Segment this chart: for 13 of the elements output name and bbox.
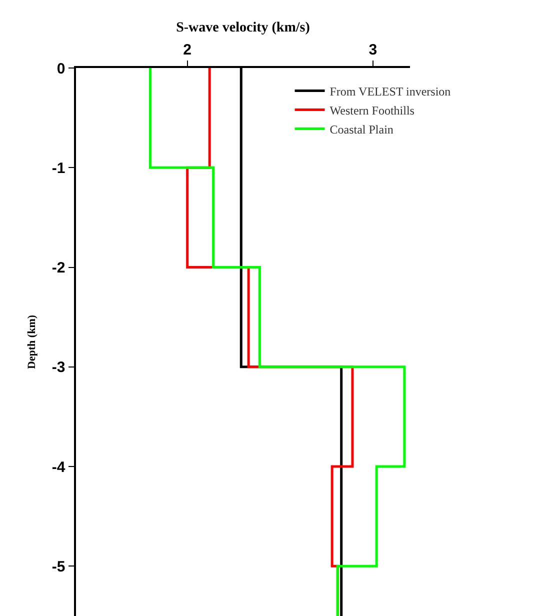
x-axis-title: S-wave velocity (km/s) <box>176 20 310 36</box>
y-axis-title: Depth (km) <box>26 314 38 370</box>
y-tick-label: -2 <box>52 260 66 277</box>
legend-label: Western Foothills <box>330 103 415 118</box>
y-tick-label: -4 <box>52 458 66 476</box>
y-tick-label: -3 <box>52 359 66 376</box>
y-tick-label: -5 <box>52 558 66 576</box>
legend-label: Coastal Plain <box>330 122 394 136</box>
y-tick-label: 0 <box>56 60 66 78</box>
x-tick-label: 2 <box>183 41 192 58</box>
y-tick-label: -1 <box>52 160 66 177</box>
legend-label: From VELEST inversion <box>330 84 451 98</box>
x-tick-label: 3 <box>368 41 378 58</box>
